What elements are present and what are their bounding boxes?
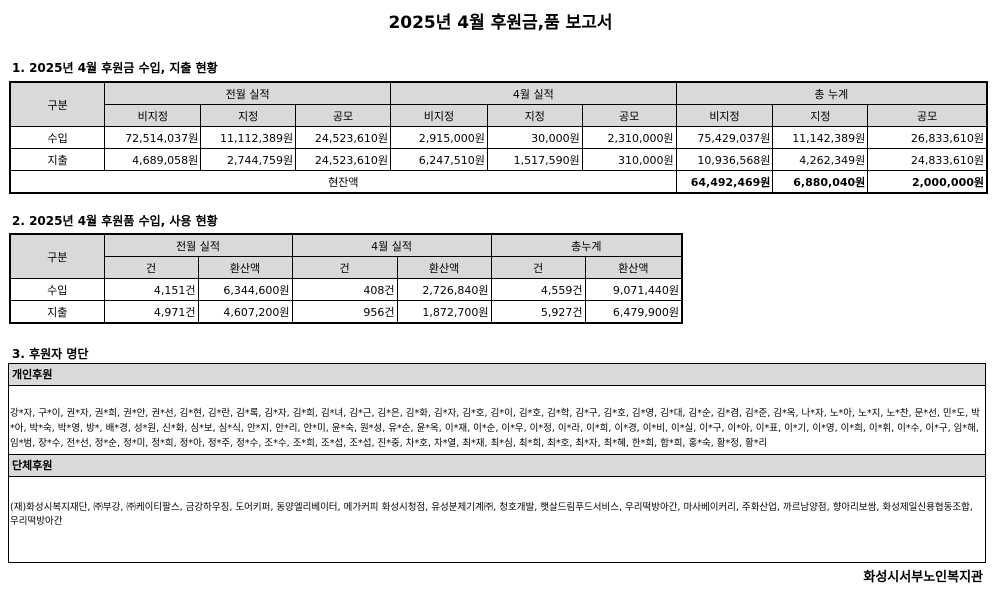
individual-donors-names: 강*자, 구*이, 권*자, 권*희, 권*안, 권*선, 김*현, 김*란, …: [9, 386, 985, 455]
subheader: 지정: [772, 104, 869, 127]
donor-list: 개인후원 강*자, 구*이, 권*자, 권*희, 권*안, 권*선, 김*현, …: [8, 363, 986, 563]
cell: 1,517,590원: [486, 148, 583, 171]
subheader: 환산액: [396, 256, 492, 279]
balance-row: 현잔액 64,492,469원 6,880,040원 2,000,000원: [9, 170, 988, 194]
cell: 24,523,610원: [295, 148, 391, 171]
table-row: 수입 4,151건 6,344,600원 408건 2,726,840원 4,5…: [9, 278, 683, 301]
cell: 9,071,440원: [584, 278, 683, 301]
cell: 6,344,600원: [197, 278, 293, 301]
balance-value: 2,000,000원: [867, 170, 988, 194]
donation-money-table: 구분 전월 실적 4월 실적 총 누계 비지정 지정 공모 비지정 지정 공모 …: [9, 81, 988, 194]
cell: 75,429,037원: [675, 126, 774, 149]
cell: 10,936,568원: [675, 148, 774, 171]
cell: 2,744,759원: [200, 148, 297, 171]
page-title: 2025년 4월 후원금,품 보고서: [388, 13, 613, 33]
col-gubun: 구분: [9, 233, 105, 279]
table-row: 수입 72,514,037원 11,112,389원 24,523,610원 2…: [9, 126, 988, 149]
row-label: 지출: [9, 148, 106, 171]
group-total: 총누계: [490, 233, 683, 257]
individual-donors-header: 개인후원: [9, 364, 985, 386]
table-row: 지출 4,689,058원 2,744,759원 24,523,610원 6,2…: [9, 148, 988, 171]
section1-heading: 1. 2025년 4월 후원금 수입, 지출 현황: [12, 61, 218, 75]
group-april: 4월 실적: [291, 233, 492, 257]
cell: 956건: [291, 300, 398, 324]
subheader: 환산액: [584, 256, 683, 279]
cell: 4,559건: [490, 278, 586, 301]
group-april: 4월 실적: [389, 81, 677, 105]
cell: 4,971건: [103, 300, 199, 324]
subheader: 공모: [295, 104, 391, 127]
cell: 6,247,510원: [389, 148, 488, 171]
cell: 408건: [291, 278, 398, 301]
balance-value: 64,492,469원: [675, 170, 774, 194]
cell: 5,927건: [490, 300, 586, 324]
cell: 4,262,349원: [772, 148, 869, 171]
section2-heading: 2. 2025년 4월 후원품 수입, 사용 현황: [12, 214, 218, 228]
group-prev-month: 전월 실적: [103, 233, 293, 257]
cell: 26,833,610원: [867, 126, 988, 149]
cell: 1,872,700원: [396, 300, 492, 324]
cell: 6,479,900원: [584, 300, 683, 324]
subheader: 건: [103, 256, 199, 279]
cell: 310,000원: [581, 148, 677, 171]
group-donors-header: 단체후원: [9, 455, 985, 477]
subheader: 비지정: [389, 104, 488, 127]
cell: 30,000원: [486, 126, 583, 149]
cell: 4,607,200원: [197, 300, 293, 324]
subheader: 환산액: [197, 256, 293, 279]
subheader: 건: [490, 256, 586, 279]
subheader: 지정: [486, 104, 583, 127]
cell: 24,833,610원: [867, 148, 988, 171]
cell: 2,915,000원: [389, 126, 488, 149]
subheader: 공모: [581, 104, 677, 127]
col-gubun: 구분: [9, 81, 106, 127]
cell: 2,310,000원: [581, 126, 677, 149]
table-row: 지출 4,971건 4,607,200원 956건 1,872,700원 5,9…: [9, 300, 683, 324]
group-total: 총 누계: [675, 81, 988, 105]
balance-label: 현잔액: [9, 170, 677, 194]
cell: 2,726,840원: [396, 278, 492, 301]
row-label: 지출: [9, 300, 105, 324]
section3-heading: 3. 후원자 명단: [12, 347, 89, 361]
cell: 11,112,389원: [200, 126, 297, 149]
row-label: 수입: [9, 278, 105, 301]
subheader: 공모: [867, 104, 988, 127]
subheader: 비지정: [104, 104, 202, 127]
cell: 4,689,058원: [104, 148, 202, 171]
group-donors-names: (재)화성시복지재단, ㈜부강, ㈜케이티팔스, 금강하우징, 도어키퍼, 동양…: [10, 502, 973, 527]
subheader: 지정: [200, 104, 297, 127]
organization-name: 화성시서부노인복지관: [863, 570, 983, 585]
donation-goods-table: 구분 전월 실적 4월 실적 총누계 건 환산액 건 환산액 건 환산액 수입 …: [9, 233, 684, 324]
cell: 4,151건: [103, 278, 199, 301]
group-prev-month: 전월 실적: [104, 81, 391, 105]
balance-value: 6,880,040원: [772, 170, 869, 194]
subheader: 비지정: [675, 104, 774, 127]
row-label: 수입: [9, 126, 106, 149]
cell: 24,523,610원: [295, 126, 391, 149]
subheader: 건: [291, 256, 398, 279]
cell: 72,514,037원: [104, 126, 202, 149]
cell: 11,142,389원: [772, 126, 869, 149]
